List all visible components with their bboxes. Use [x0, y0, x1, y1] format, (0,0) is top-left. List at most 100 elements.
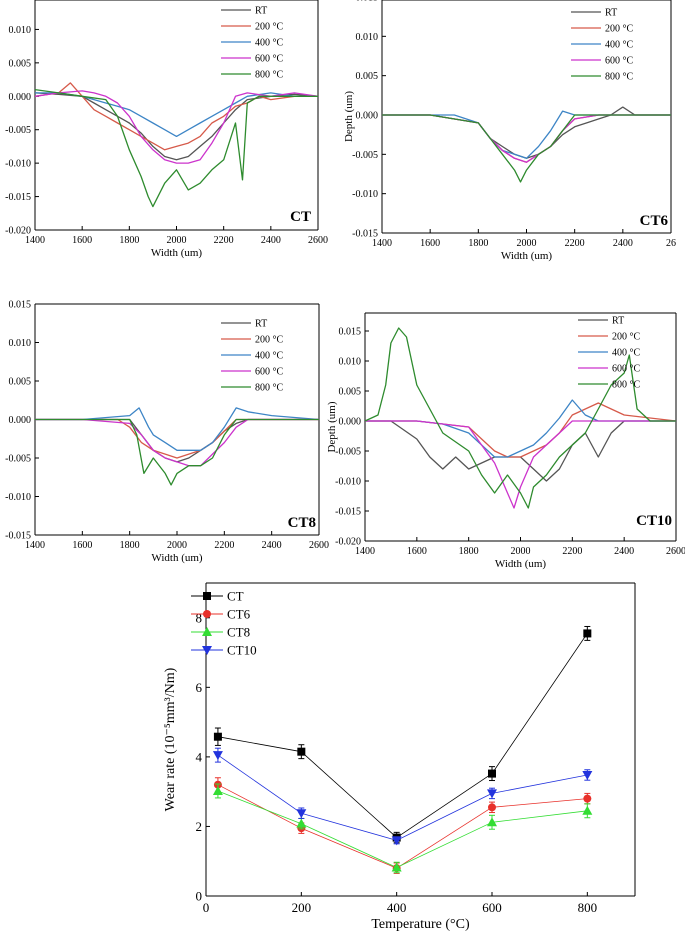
x-tick-label: 2200: [214, 540, 234, 551]
x-tick-label: 1400: [372, 238, 392, 249]
x-tick-label: 200: [292, 900, 312, 915]
data-point: [212, 751, 223, 761]
data-point: [391, 836, 402, 846]
plot-area: [35, 407, 319, 486]
legend-label: 200 °C: [255, 335, 283, 346]
series-line-3: [35, 90, 318, 164]
y-tick-label: -0.020: [335, 537, 361, 548]
y-tick-label: 0.005: [9, 377, 32, 388]
x-axis-label: Width (um): [501, 250, 553, 262]
x-tick-label: 800: [578, 900, 598, 915]
data-point: [487, 789, 497, 799]
series-line-3: [35, 418, 319, 467]
series-line-1: [35, 418, 319, 459]
plot-area: [382, 106, 671, 183]
y-tick-label: 0.000: [9, 415, 32, 426]
data-point: [213, 732, 222, 741]
series-line-3: [365, 420, 676, 509]
x-tick-label: 2000: [511, 546, 531, 557]
series-line-1: [365, 402, 676, 458]
legend-label: 800 °C: [605, 72, 633, 83]
legend-label: 400 °C: [605, 40, 633, 51]
x-tick-label: 2400: [614, 546, 634, 557]
legend-label: 200 °C: [605, 24, 633, 35]
y-tick-label: 0: [196, 889, 203, 904]
y-tick-label: 0.015: [339, 327, 362, 338]
legend-label: RT: [605, 8, 617, 19]
legend-label: 600 °C: [612, 364, 640, 375]
y-tick-label: 0.000: [9, 92, 32, 103]
y-tick-label: 0.005: [356, 71, 379, 82]
plot-area: [35, 82, 318, 208]
x-tick-label: 1800: [119, 235, 139, 246]
y-axis-label: Depth (um): [343, 91, 355, 142]
x-tick-label: 2600: [308, 235, 328, 246]
x-tick-label: 26: [666, 238, 676, 249]
y-tick-label: -0.005: [5, 125, 31, 136]
y-tick-label: -0.010: [352, 189, 378, 200]
plot-area: [212, 625, 593, 874]
x-tick-label: 2000: [167, 235, 187, 246]
y-tick-label: -0.010: [335, 477, 361, 488]
y-tick-label: 0.010: [356, 32, 379, 43]
x-tick-label: 1400: [25, 235, 45, 246]
chart-panel-3: 1400 1600 1800 2000 2200 2400 2600 -0.020 -0.015…: [326, 312, 685, 570]
legend-label: CT8: [227, 625, 250, 640]
legend-label: 800 °C: [612, 380, 640, 391]
x-tick-label: 1600: [72, 235, 92, 246]
legend-label: CT10: [227, 643, 257, 658]
x-tick-label: 1600: [72, 540, 92, 551]
y-tick-label: 4: [196, 749, 203, 764]
legend-label: 600 °C: [255, 367, 283, 378]
x-tick-label: 2200: [565, 238, 585, 249]
x-tick-label: 2000: [517, 238, 537, 249]
x-axis-label: Temperature (°C): [371, 917, 470, 932]
series-line-1: [217, 784, 588, 869]
chart-panel-0: 1400 1600 1800 2000 2200 2400 2600 -0.020 -0.015…: [5, 0, 328, 259]
x-tick-label: 2000: [167, 540, 187, 551]
x-tick-label: 2200: [562, 546, 582, 557]
x-tick-label: 2600: [666, 546, 685, 557]
y-tick-label: 0.000: [356, 111, 379, 122]
y-tick-label: 6: [196, 680, 203, 695]
x-tick-label: 1800: [459, 546, 479, 557]
y-tick-label: -0.005: [5, 454, 31, 465]
data-point: [391, 862, 402, 872]
legend-label: RT: [255, 319, 267, 330]
y-tick-label: -0.015: [352, 229, 378, 240]
y-tick-label: -0.010: [5, 159, 31, 170]
legend-label: 800 °C: [255, 383, 283, 394]
y-axis-label: Depth (um): [326, 401, 338, 452]
data-point: [582, 805, 593, 815]
series-line-2: [217, 790, 588, 868]
y-axis-label: Wear rate (10⁻⁵mm³/Nm): [163, 667, 178, 811]
legend-marker: [203, 592, 211, 600]
legend-label: 600 °C: [605, 56, 633, 67]
y-tick-label: -0.005: [352, 150, 378, 161]
legend-marker: [202, 646, 212, 655]
legend-label: 200 °C: [255, 22, 283, 33]
data-point: [487, 817, 497, 827]
data-point: [296, 809, 307, 819]
data-point: [488, 769, 496, 778]
series-line-4: [365, 327, 676, 509]
legend-label: 200 °C: [612, 332, 640, 343]
panel-label: CT6: [640, 213, 669, 229]
legend-label: RT: [255, 6, 267, 17]
x-tick-label: 600: [482, 900, 502, 915]
legend-marker: [202, 627, 212, 636]
legend-label: 400 °C: [612, 348, 640, 359]
x-tick-label: 0: [203, 900, 210, 915]
data-point: [582, 770, 593, 780]
series-line-2: [35, 92, 318, 138]
x-tick-label: 2400: [261, 235, 281, 246]
series-line-0: [217, 633, 588, 838]
data-point: [488, 803, 496, 812]
series-line-4: [35, 88, 318, 208]
x-tick-label: 1600: [407, 546, 427, 557]
series-line-0: [35, 92, 318, 161]
series-line-2: [365, 399, 676, 458]
plot-area: [365, 327, 676, 509]
y-tick-label: 2: [196, 819, 203, 834]
